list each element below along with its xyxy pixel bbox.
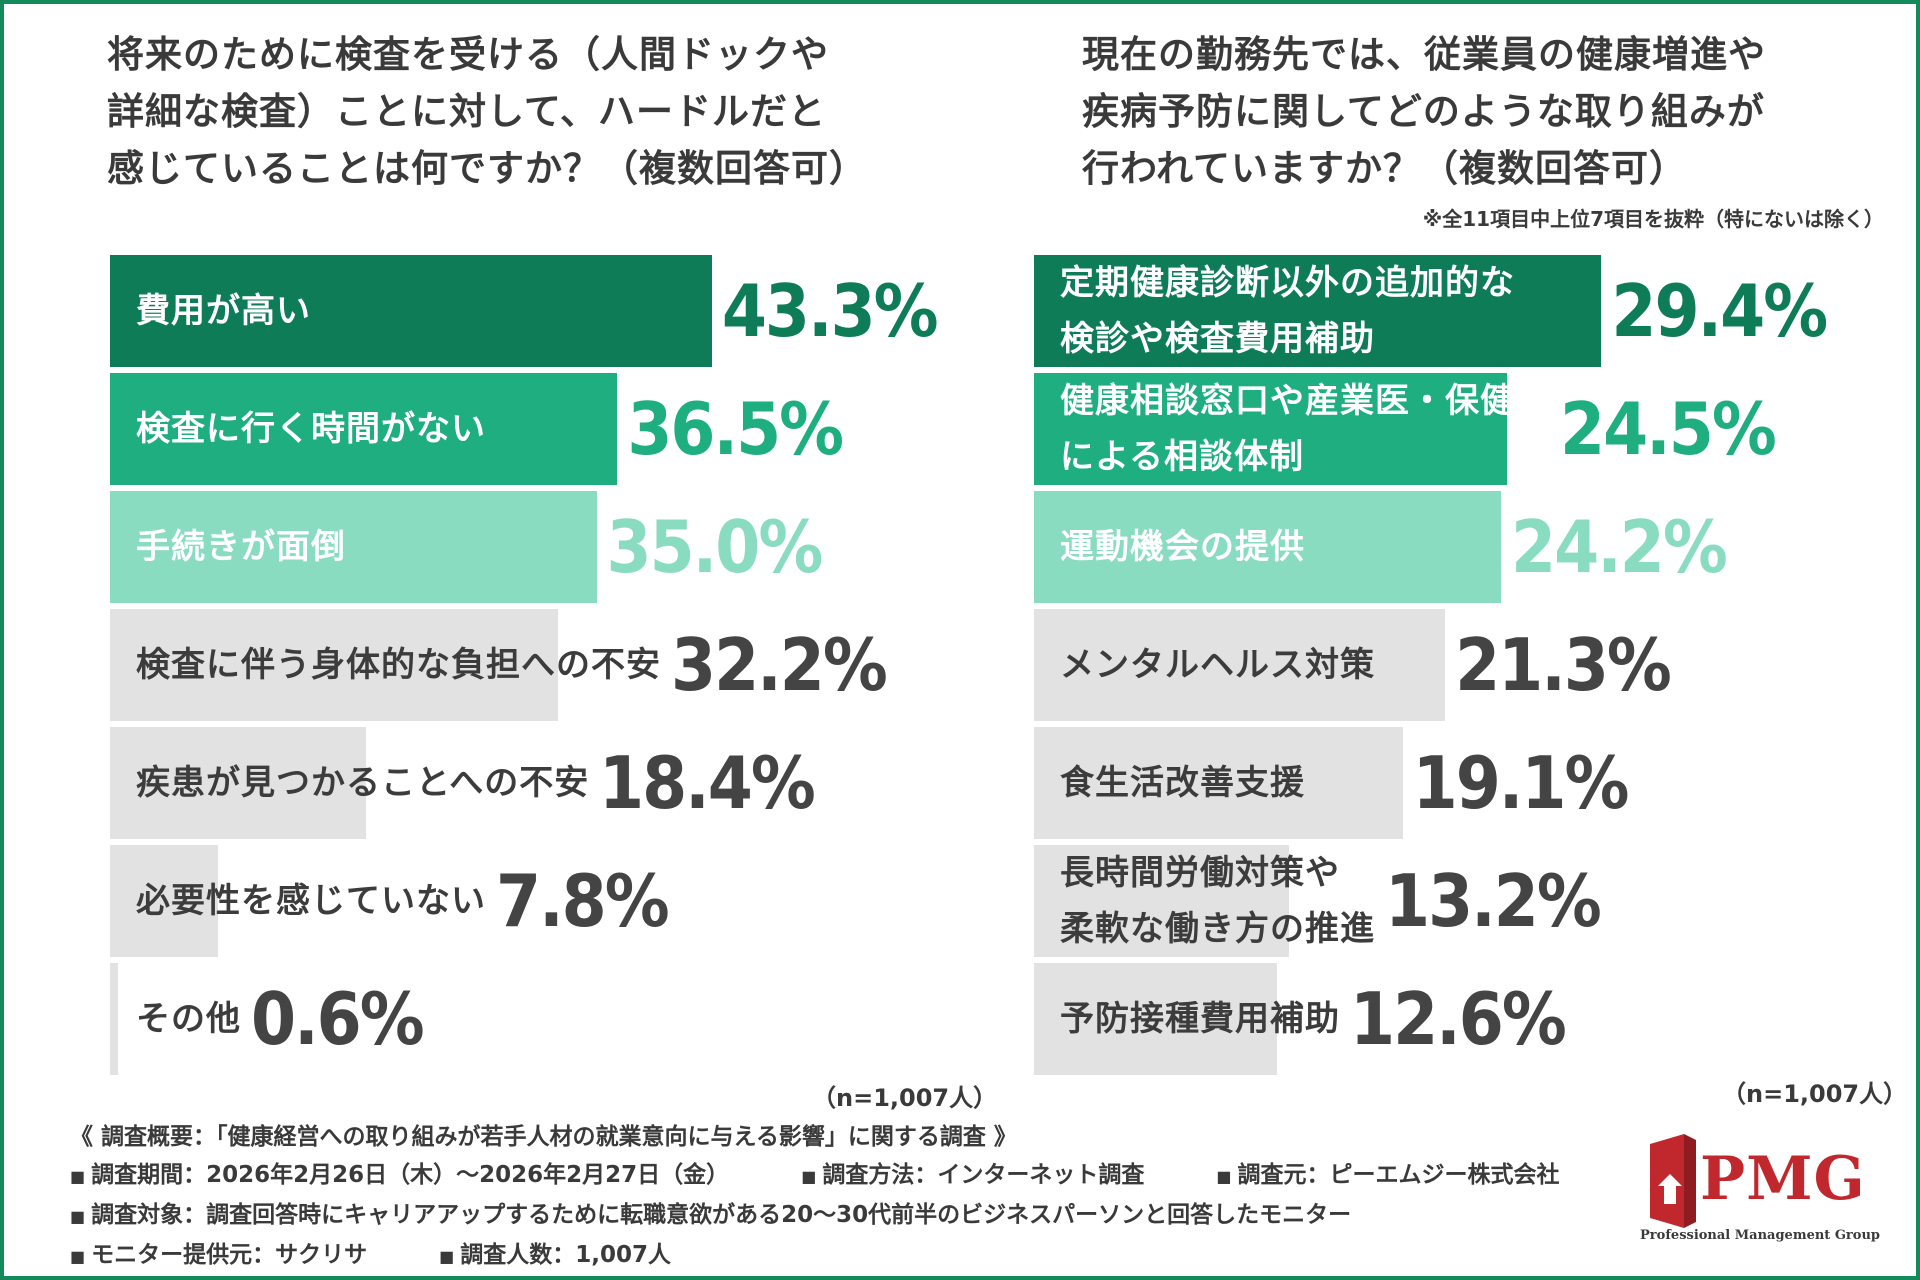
category-label: 健康相談窓口や産業医・保健師 による相談体制	[1060, 381, 1550, 477]
survey-count: 調査人数：1,007人	[460, 1242, 672, 1268]
right-sample-size: （n=1,007人）	[1722, 1080, 1908, 1108]
survey-row-2: ■ 調査対象：調査回答時にキャリアアップするために転職意欲がある20～30代前半の…	[70, 1196, 1630, 1236]
bar	[110, 845, 219, 957]
value-label: 21.3%	[1455, 623, 1672, 707]
value-label: 12.6%	[1350, 977, 1567, 1061]
bar-row: 食生活改善支援 19.1%	[1034, 727, 1914, 839]
pmg-logo-subtitle: Professional Management Group	[1640, 1228, 1880, 1243]
value-label: 19.1%	[1412, 741, 1630, 825]
left-title-line-3: 感じていることは何ですか？（複数回答可）	[107, 147, 867, 190]
survey-row-1: ■ 調査期間：2026年2月26日（木）～2026年2月27日（金） ■ 調査方法：…	[70, 1156, 1630, 1196]
value-label: 13.2%	[1385, 859, 1602, 943]
right-chart-title: 現在の勤務先では、従業員の健康増進や 疾病予防に関してどのような取り組みが 行わ…	[1082, 26, 1882, 197]
bar	[1034, 727, 1403, 839]
bullet-icon: ■	[801, 1167, 817, 1186]
category-label: 検査に行く時間がない	[136, 409, 486, 449]
right-chart-note: ※全11項目中上位7項目を抜粋（特にないは除く）	[1422, 207, 1884, 231]
value-label: 29.4%	[1611, 269, 1828, 353]
category-label: 食生活改善支援	[1060, 763, 1305, 803]
bar-row: 費用が高い 43.3%	[110, 255, 939, 367]
category-label: 予防接種費用補助	[1060, 999, 1340, 1039]
bar	[1034, 609, 1446, 721]
value-label: 43.3%	[721, 269, 939, 353]
bar-row: 運動機会の提供 24.2%	[1034, 491, 1914, 603]
value-label: 7.8%	[496, 859, 670, 943]
bullet-icon: ■	[1216, 1167, 1232, 1186]
bar	[1034, 845, 1289, 957]
value-label: 18.4%	[599, 741, 816, 825]
right-title-line-3: 行われていますか？（複数回答可）	[1082, 147, 1688, 190]
right-title-line-2: 疾病予防に関してどのような取り組みが	[1082, 90, 1765, 133]
bar	[110, 963, 119, 1075]
bar	[110, 491, 597, 603]
category-label: 運動機会の提供	[1060, 527, 1305, 567]
bar	[1034, 491, 1502, 603]
left-chart-title: 将来のために検査を受ける（人間ドックや 詳細な検査）ことに対して、ハードルだと …	[107, 26, 927, 197]
bar	[1034, 255, 1602, 367]
pmg-logo: PMG Professional Management Group	[1640, 1128, 1880, 1258]
category-label: メンタルヘルス対策	[1060, 645, 1375, 685]
left-bar-chart: 費用が高い 43.3% 検査に行く時間がない 36.5% 手続きが面倒 35.0% 検査に伴…	[110, 255, 939, 1080]
category-label: 定期健康診断以外の追加的な 検診や検査費用補助	[1060, 263, 1515, 359]
bar	[1034, 373, 1507, 485]
bar-row: 必要性を感じていない 7.8%	[110, 845, 930, 957]
bar	[1034, 963, 1278, 1075]
survey-provider: モニター提供元：サクリサ	[91, 1242, 368, 1268]
left-title-line-2: 詳細な検査）ことに対して、ハードルだと	[107, 90, 827, 133]
value-label: 0.6%	[251, 977, 425, 1061]
bar-row: メンタルヘルス対策 21.3%	[1034, 609, 1914, 721]
bar-row: 疾患が見つかることへの不安 18.4%	[110, 727, 930, 839]
survey-period: 調査期間：2026年2月26日（木）～2026年2月27日（金）	[91, 1162, 730, 1188]
value-label: 35.0%	[606, 505, 824, 589]
survey-footer: 《 調査概要：「健康経営への取り組みが若手人材の就業意向に与える影響」に関する調…	[70, 1118, 1630, 1276]
bar-row: 定期健康診断以外の追加的な 検診や検査費用補助 29.4%	[1034, 255, 1914, 367]
value-label: 24.2%	[1511, 505, 1728, 589]
survey-target: 調査対象：調査回答時にキャリアアップするために転職意欲がある20～30代前半のビ…	[91, 1202, 1352, 1228]
bullet-icon: ■	[70, 1167, 86, 1186]
bar	[110, 727, 366, 839]
bar-row: 健康相談窓口や産業医・保健師 による相談体制 24.5%	[1034, 373, 1914, 485]
category-label: 費用が高い	[136, 291, 311, 331]
right-bar-chart: 定期健康診断以外の追加的な 検診や検査費用補助 29.4% 健康相談窓口や産業医・保…	[1034, 255, 1914, 1080]
bullet-icon: ■	[70, 1247, 86, 1266]
value-label: 24.5%	[1560, 387, 1777, 471]
category-label: 検査に伴う身体的な負担への不安	[136, 645, 661, 685]
pmg-logo-mark-icon	[1650, 1134, 1696, 1228]
bar-row: 検査に伴う身体的な負担への不安 32.2%	[110, 609, 930, 721]
category-label: その他	[136, 999, 241, 1039]
bar	[110, 255, 712, 367]
category-label: 手続きが面倒	[136, 527, 346, 567]
bar-row: 予防接種費用補助 12.6%	[1034, 963, 1914, 1075]
pmg-logo-text: PMG	[1700, 1144, 1866, 1214]
bullet-icon: ■	[70, 1207, 86, 1226]
bar-row: 手続きが面倒 35.0%	[110, 491, 930, 603]
category-label: 長時間労働対策や 柔軟な働き方の推進	[1060, 853, 1375, 949]
bullet-icon: ■	[439, 1247, 455, 1266]
bar	[110, 373, 618, 485]
value-label: 32.2%	[671, 623, 888, 707]
bar-row: 検査に行く時間がない 36.5%	[110, 373, 930, 485]
right-title-line-1: 現在の勤務先では、従業員の健康増進や	[1082, 33, 1766, 76]
survey-source: 調査元：ピーエムジー株式会社	[1237, 1162, 1560, 1188]
survey-overview: 《 調査概要：「健康経営への取り組みが若手人材の就業意向に与える影響」に関する調…	[70, 1124, 1017, 1150]
bar-row: 長時間労働対策や 柔軟な働き方の推進 13.2%	[1034, 845, 1914, 957]
bar	[110, 609, 558, 721]
category-label: 疾患が見つかることへの不安	[136, 763, 590, 803]
left-title-line-1: 将来のために検査を受ける（人間ドックや	[107, 33, 829, 76]
bar-row: その他 0.6%	[110, 963, 930, 1075]
category-label: 必要性を感じていない	[136, 881, 486, 921]
left-sample-size: （n=1,007人）	[812, 1084, 998, 1112]
value-label: 36.5%	[627, 387, 844, 471]
survey-row-3: ■ モニター提供元：サクリサ ■ 調査人数：1,007人	[70, 1236, 1630, 1276]
survey-method: 調査方法：インターネット調査	[822, 1162, 1145, 1188]
